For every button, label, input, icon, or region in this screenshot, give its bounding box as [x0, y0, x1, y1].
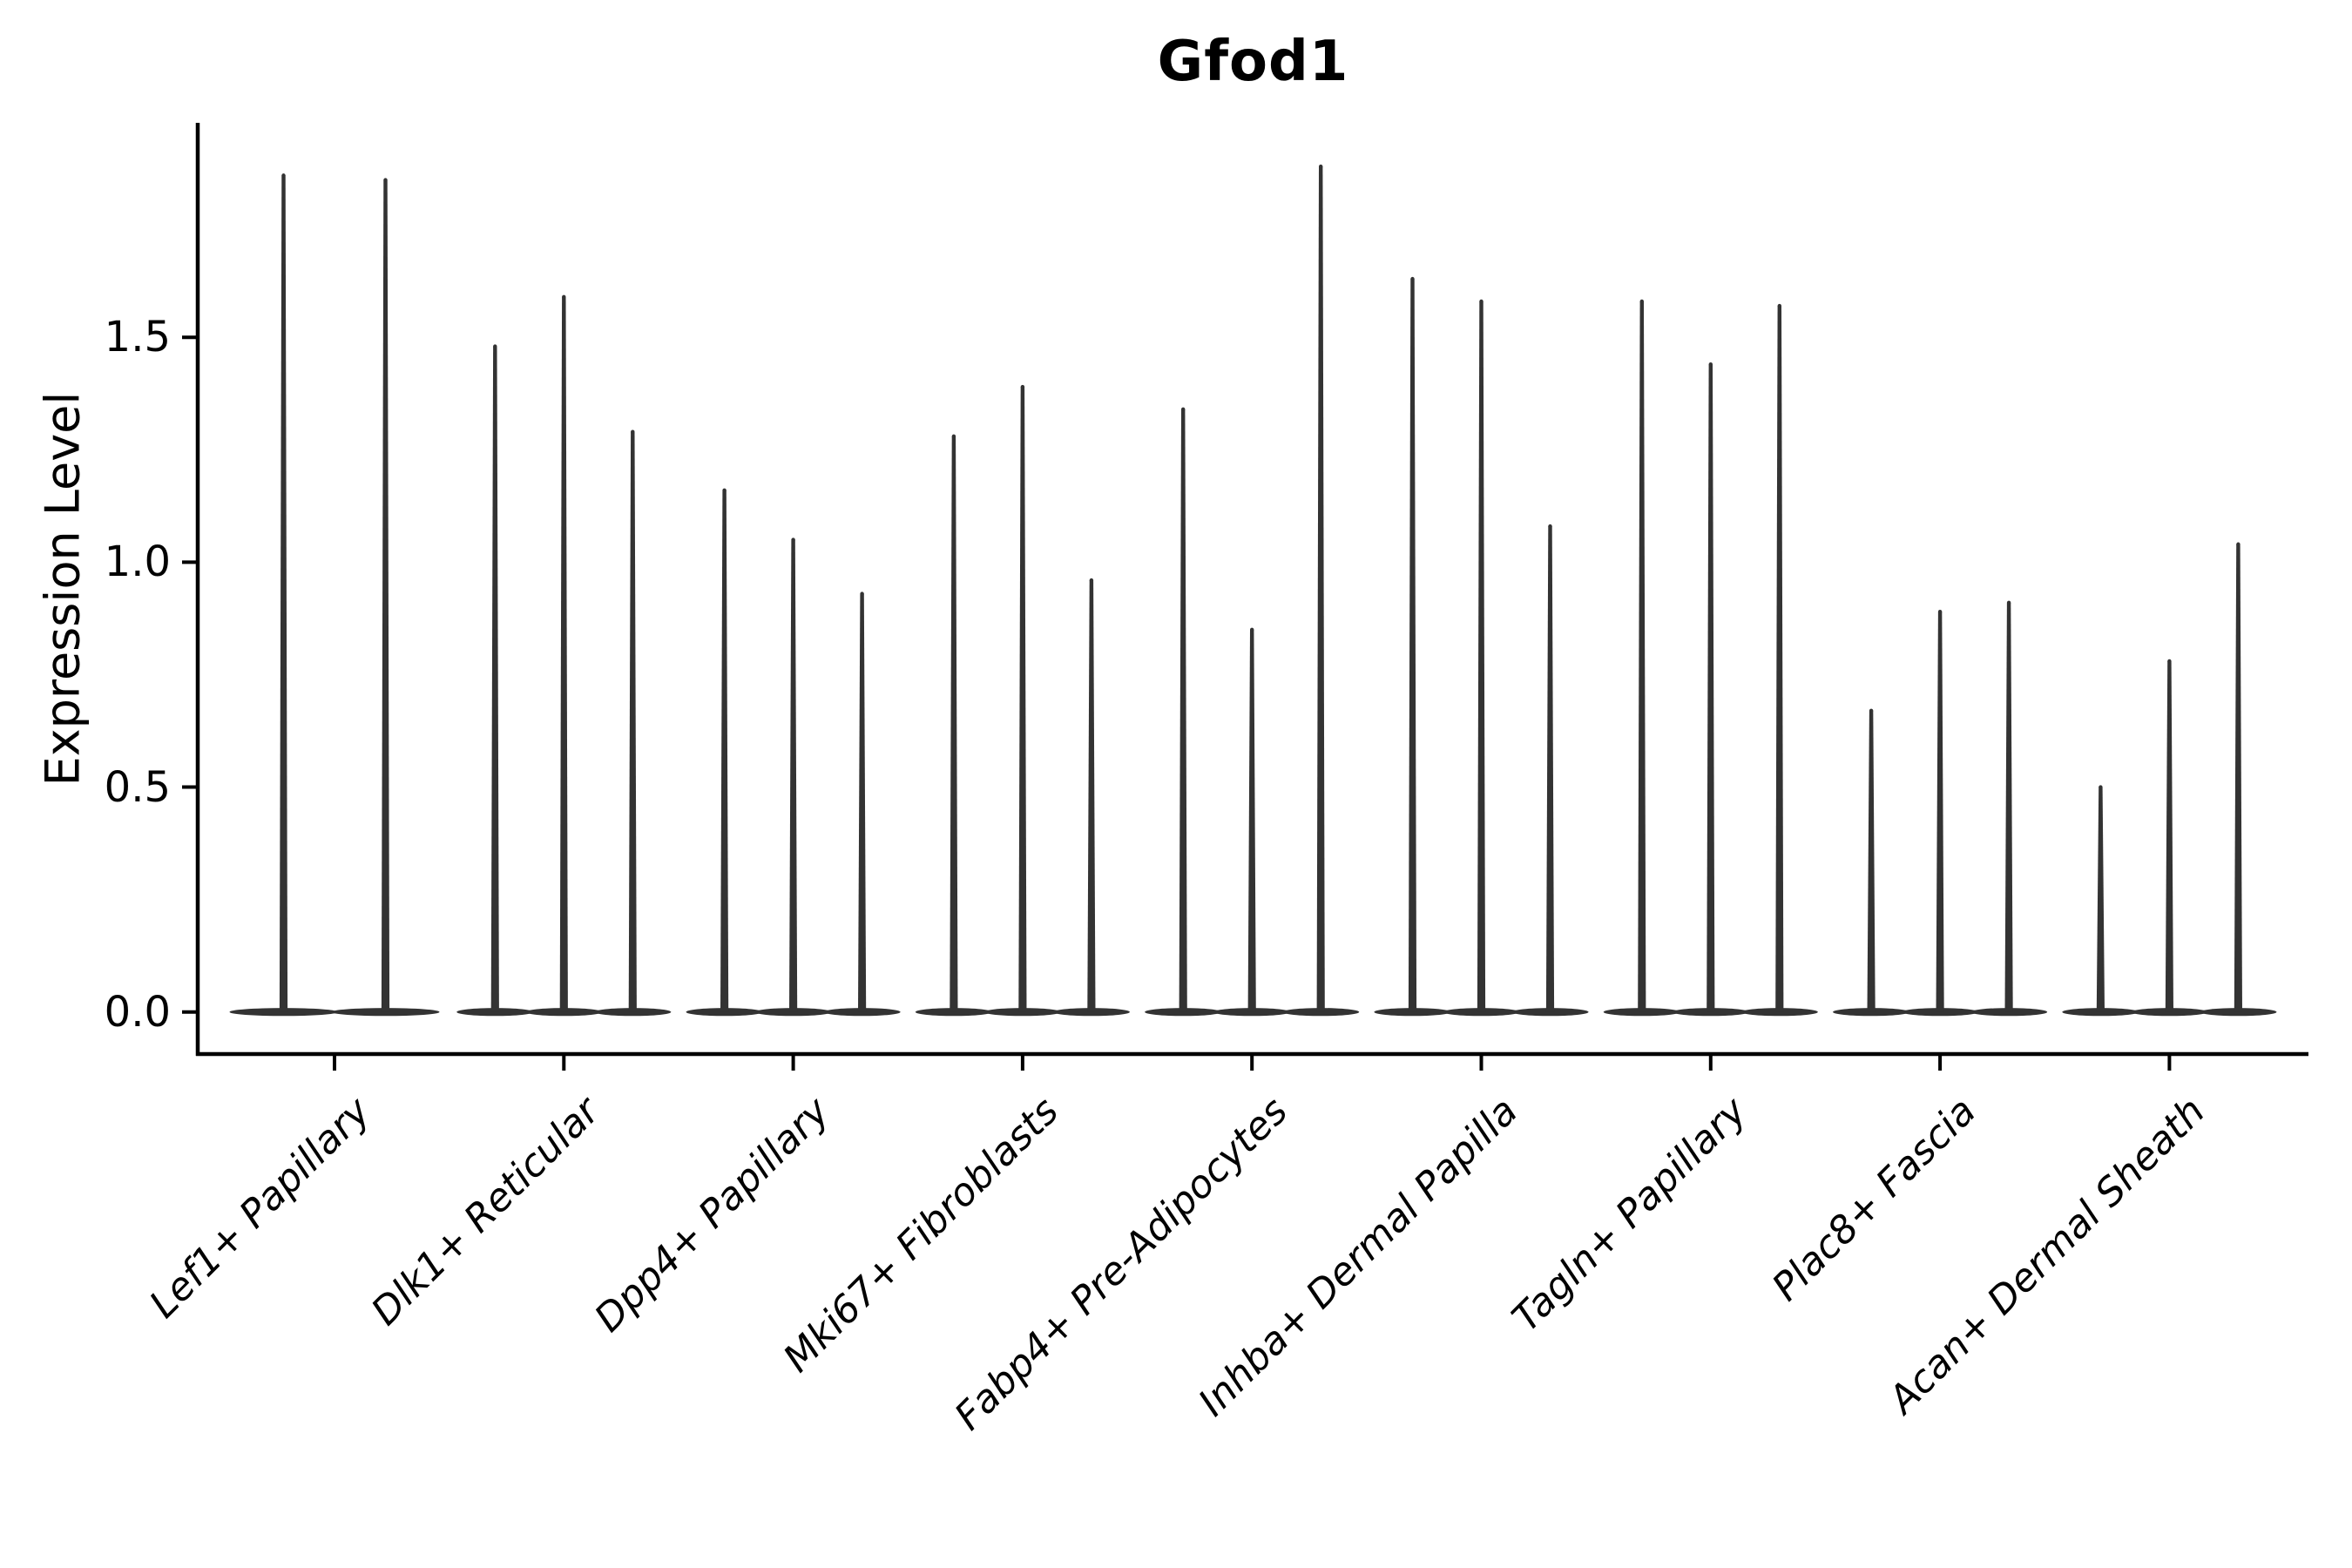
violin-needle-cap [1410, 276, 1415, 281]
violin-needle [2004, 602, 2013, 1012]
violin-needle-cap [2006, 600, 2011, 605]
violin-needle [1018, 387, 1027, 1012]
violin-needle [1936, 612, 1944, 1012]
violin-needle [2096, 787, 2105, 1012]
violin-needle-cap [2236, 542, 2240, 546]
violin-needle [858, 593, 867, 1012]
violin-needle [720, 490, 729, 1012]
violin-needle [381, 179, 390, 1012]
violin-needle [1316, 166, 1325, 1012]
violin-needle [559, 296, 568, 1012]
chart-title: Gfod1 [1157, 30, 1349, 94]
violin-needle-cap [1548, 524, 1552, 529]
violin-needle-cap [1777, 303, 1782, 308]
violin-needle [628, 431, 637, 1012]
violin-needle [1247, 629, 1256, 1012]
violin-needle [1545, 526, 1555, 1012]
violin-needle-cap [383, 178, 388, 182]
violin-needle-cap [281, 173, 286, 178]
violin-needle [789, 539, 798, 1012]
violin-needle [2234, 544, 2242, 1012]
violin-needle [279, 175, 288, 1012]
violin-needle-cap [2099, 785, 2103, 789]
violin-needle-cap [1319, 164, 1323, 169]
violin-needle-cap [722, 488, 727, 492]
violin-needle-cap [1250, 627, 1254, 632]
violin-needle-cap [631, 429, 635, 434]
violin-needle-cap [1708, 362, 1713, 367]
violin-needle [1867, 710, 1876, 1012]
y-tick-label: 0.5 [104, 762, 171, 812]
violin-needle [1707, 364, 1715, 1012]
violin-needle [1087, 580, 1096, 1012]
violin-needle-cap [562, 294, 566, 299]
violin-needle-cap [2167, 659, 2172, 664]
violin-needle-cap [1869, 708, 1874, 713]
violin-needle [1408, 279, 1417, 1012]
y-tick-label: 0.0 [104, 987, 171, 1037]
violin-needle [1638, 301, 1646, 1012]
violin-needle-cap [860, 591, 864, 596]
violin-needle [1775, 306, 1784, 1012]
violin-needle [2165, 660, 2173, 1012]
violin-needle-cap [1479, 299, 1484, 304]
violin-needle-cap [1937, 609, 1943, 614]
violin-needle-cap [1639, 299, 1645, 304]
violin-needle [950, 436, 958, 1012]
violin-needle-cap [1181, 407, 1186, 412]
violin-needle-cap [791, 537, 795, 542]
violin-needle [1179, 409, 1187, 1012]
violin-needle-cap [1020, 384, 1025, 389]
y-tick-label: 1.0 [104, 537, 171, 587]
violin-needle-cap [951, 434, 956, 439]
violin-needle [1477, 301, 1486, 1012]
y-tick-label: 1.5 [104, 313, 171, 362]
violin-needle-cap [493, 344, 497, 348]
violin-needle-cap [1089, 578, 1094, 583]
violin-needle [490, 346, 499, 1012]
